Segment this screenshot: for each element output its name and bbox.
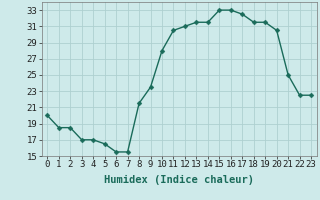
X-axis label: Humidex (Indice chaleur): Humidex (Indice chaleur) — [104, 175, 254, 185]
